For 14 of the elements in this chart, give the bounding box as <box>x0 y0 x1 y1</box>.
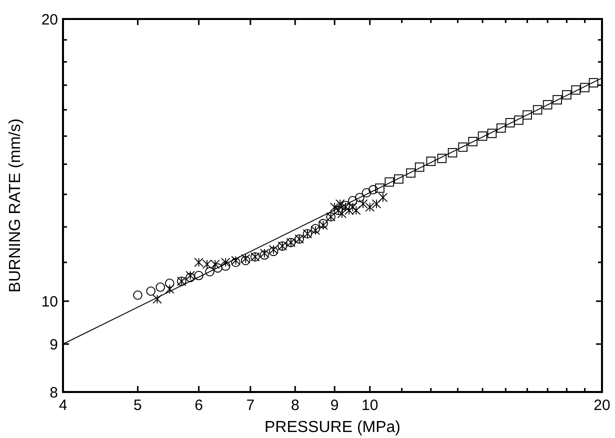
x-tick-label: 5 <box>134 397 142 414</box>
x-tick-label: 20 <box>594 397 610 414</box>
x-tick-label: 6 <box>194 397 203 414</box>
y-tick-label: 20 <box>41 11 58 28</box>
y-axis-title: BURNING RATE (mm/s) <box>7 118 24 292</box>
x-tick-label: 4 <box>58 397 68 414</box>
x-tick-label: 7 <box>246 397 255 414</box>
y-tick-label: 10 <box>41 293 58 310</box>
x-axis-title: PRESSURE (MPa) <box>264 419 401 436</box>
y-tick-label: 9 <box>50 336 58 354</box>
y-tick-label: 8 <box>50 384 58 402</box>
x-tick-label: 10 <box>362 397 378 414</box>
x-tick-label: 9 <box>330 397 339 414</box>
x-tick-label: 8 <box>290 397 300 414</box>
